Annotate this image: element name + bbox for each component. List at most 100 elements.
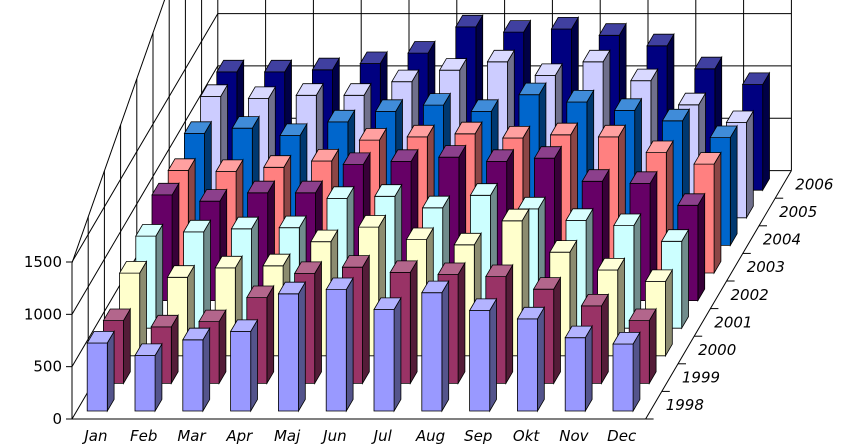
bar-side-face	[489, 297, 497, 413]
bar-top-face	[198, 309, 227, 323]
bar-front-face	[325, 289, 347, 412]
bar-top-face	[389, 260, 418, 273]
bar-top-face	[151, 182, 180, 196]
series-label-1998: 1998	[666, 396, 704, 414]
bar-side-face	[441, 279, 450, 413]
bar-top-face	[438, 145, 467, 158]
bar-top-face	[167, 158, 196, 171]
bar-side-face	[632, 330, 641, 413]
bar-side-face	[155, 223, 164, 330]
bar-top-face	[295, 83, 324, 96]
bar-top-face	[229, 319, 259, 332]
bar-top-face	[86, 330, 115, 344]
bar-front-face	[564, 337, 586, 412]
bar-top-face	[485, 264, 514, 278]
bar-top-face	[231, 116, 260, 129]
bar-top-face	[566, 90, 595, 103]
bar-top-face	[437, 262, 466, 275]
bar-top-face	[709, 125, 738, 139]
bar-top-face	[518, 82, 547, 96]
bar-front-face	[277, 293, 299, 412]
bar-side-face	[553, 276, 561, 385]
floor-right-edge	[645, 170, 792, 420]
bar-top-face	[310, 148, 340, 162]
bar-top-face	[581, 169, 610, 182]
bar-side-face	[218, 308, 227, 385]
bar-top-face	[118, 261, 148, 274]
bar-top-face	[277, 281, 306, 295]
bar-top-face	[166, 265, 195, 278]
bar-top-face	[501, 208, 530, 222]
bar-front-face	[421, 292, 443, 412]
bar-top-face	[391, 69, 420, 83]
series-label-1999: 1999	[682, 369, 720, 387]
bar-1998-Maj	[277, 280, 306, 413]
bar-side-face	[601, 292, 609, 385]
bar-top-face	[598, 23, 627, 36]
bar-top-face	[310, 229, 339, 243]
x-tick-label-Maj: Maj	[274, 427, 301, 445]
bar-side-face	[345, 276, 354, 413]
bar-top-face	[502, 126, 531, 139]
bar-1998-Okt	[516, 305, 545, 413]
bar-side-face	[713, 151, 722, 275]
bar-side-face	[139, 260, 147, 358]
bar-side-face	[266, 284, 275, 385]
side-wall-gridline	[71, 65, 219, 315]
bar-front-face	[230, 330, 252, 412]
bar-top-face	[693, 152, 722, 165]
bar-top-face	[279, 123, 308, 136]
bar-top-face	[359, 51, 388, 64]
series-axis: 1998 1999 2000 2001 2002 2003 2004 2005 2006	[645, 175, 833, 420]
bar-top-face	[596, 257, 626, 271]
x-tick-label-Aug: Aug	[415, 427, 445, 445]
bar-side-face	[298, 280, 306, 413]
y-tick-label: 1500	[24, 253, 62, 271]
series-label-2005: 2005	[779, 203, 817, 221]
bar-side-face	[665, 268, 673, 358]
bar-top-face	[150, 314, 179, 328]
bar-front-face	[86, 342, 108, 412]
bar-top-face	[533, 146, 563, 159]
bar-top-face	[455, 14, 484, 28]
bar-top-face	[644, 269, 673, 282]
bar-top-face	[214, 255, 243, 269]
bar-top-face	[597, 124, 626, 138]
bar-top-face	[343, 83, 372, 96]
bar-side-face	[746, 109, 754, 220]
bar-side-face	[314, 260, 322, 385]
side-wall-top-edge	[71, 0, 166, 264]
bar-side-face	[681, 228, 689, 330]
bar-top-face	[199, 189, 228, 202]
bar-top-face	[135, 224, 164, 237]
bar-top-face	[741, 72, 771, 85]
x-tick-label-Okt: Okt	[513, 427, 540, 445]
bar-side-face	[123, 307, 131, 385]
chart-bars	[86, 13, 771, 413]
x-tick-label-Jun: Jun	[320, 427, 346, 445]
bar-top-face	[215, 159, 244, 172]
bar-top-face	[629, 171, 658, 184]
bar-1998-Aug	[421, 279, 450, 413]
bar-top-face	[327, 109, 356, 123]
bar-top-face	[613, 98, 643, 111]
side-wall-gridline	[71, 13, 219, 263]
series-label-2001: 2001	[714, 313, 752, 331]
bar-top-face	[326, 186, 355, 199]
bar-top-face	[230, 216, 259, 230]
bar-top-face	[534, 63, 563, 76]
x-tick-label-Jan: Jan	[81, 427, 107, 445]
y-axis: 0 500 1000 1500	[24, 253, 72, 428]
bar-top-face	[278, 215, 307, 229]
bar-1998-Jan	[86, 329, 115, 413]
x-tick-label-Jul: Jul	[371, 427, 393, 445]
bar-top-face	[517, 196, 546, 210]
bar-top-face	[694, 56, 723, 70]
bar-top-face	[199, 84, 229, 97]
bar-side-face	[697, 192, 706, 303]
x-tick-label-Feb: Feb	[130, 427, 157, 445]
bar-1998-Mar	[182, 326, 211, 413]
bar-top-face	[421, 195, 451, 209]
x-tick-label-Mar: Mar	[177, 427, 206, 445]
